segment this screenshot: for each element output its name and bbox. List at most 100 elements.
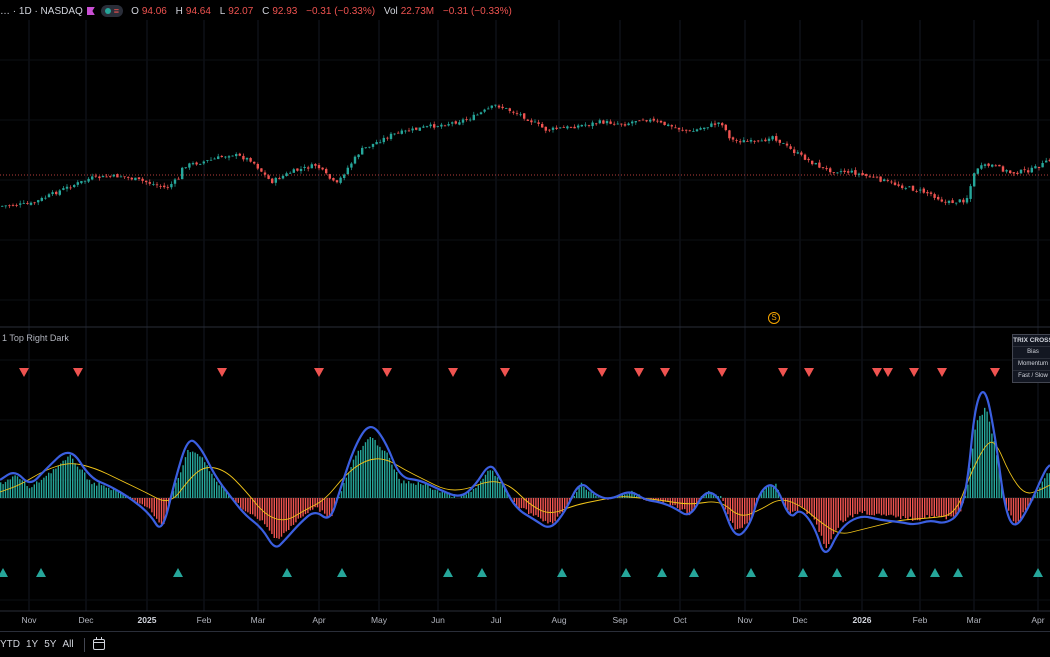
histogram-bar — [24, 481, 26, 498]
candle-body — [357, 154, 360, 158]
histogram-bar — [544, 498, 547, 521]
range-all-button[interactable]: All — [62, 639, 74, 650]
calendar-icon[interactable] — [92, 637, 105, 650]
histogram-bar — [1046, 473, 1048, 498]
histogram-bar — [852, 498, 854, 518]
histogram-bar — [981, 414, 983, 498]
equals-icon: ≡ — [113, 6, 120, 16]
histogram-bar — [909, 498, 911, 517]
histogram-bar — [201, 457, 203, 498]
ohlc-values: O 94.06 H 94.64 L 92.07 C 92.93 −0.31 (−0.33… — [131, 5, 512, 17]
sell-signal-icon — [597, 368, 607, 377]
histogram-bar — [237, 498, 239, 503]
buy-signal-icon — [477, 568, 487, 577]
histogram-bar — [57, 465, 59, 498]
histogram-bar — [28, 488, 31, 498]
candle-body — [206, 160, 209, 161]
candle-body — [469, 119, 472, 121]
histogram-bar — [986, 411, 988, 498]
histogram-bar — [542, 498, 544, 522]
histogram-bar — [873, 498, 875, 516]
symbol-title[interactable]: … · 1D · NASDAQ — [0, 5, 83, 17]
candle-body — [173, 179, 177, 184]
histogram-bar — [256, 498, 259, 519]
candle-body — [217, 156, 220, 160]
histogram-bar — [451, 497, 453, 498]
histogram-bar — [895, 498, 897, 518]
histogram-bar — [158, 498, 160, 523]
sell-signal-icon — [448, 368, 458, 377]
histogram-bar — [276, 498, 278, 539]
candle-body — [479, 112, 483, 115]
session-marker-icon[interactable]: S — [768, 312, 780, 324]
chart-canvas[interactable] — [0, 0, 1050, 631]
candle-body — [1019, 169, 1023, 174]
histogram-bar — [823, 498, 825, 544]
histogram-bar — [386, 452, 388, 498]
histogram-bar — [914, 498, 916, 521]
candle-body — [530, 120, 533, 123]
candle-body — [1016, 172, 1019, 174]
candle-body — [505, 107, 508, 109]
histogram-bar — [717, 496, 719, 498]
candle-body — [854, 170, 857, 175]
sell-signal-icon — [778, 368, 788, 377]
candle-body — [411, 128, 414, 131]
histogram-bar — [396, 472, 398, 498]
histogram-bar — [55, 468, 57, 498]
candle-body — [508, 108, 511, 111]
candle-body — [649, 119, 652, 122]
status-pill[interactable]: ≡ — [100, 5, 124, 17]
candle-body — [213, 158, 216, 160]
histogram-bar — [312, 498, 314, 510]
indicator-title[interactable]: 1 Top Right Dark — [2, 333, 69, 343]
histogram-bar — [204, 462, 206, 498]
range-ytd-button[interactable]: YTD — [0, 639, 20, 650]
histogram-bar — [583, 487, 585, 498]
candle-body — [281, 175, 285, 179]
candle-body — [767, 138, 771, 141]
histogram-bar — [1034, 494, 1036, 498]
histogram-bar — [415, 484, 417, 498]
histogram-bar — [160, 498, 163, 525]
candle-body — [361, 147, 364, 155]
histogram-bar — [492, 470, 494, 498]
buy-signal-icon — [746, 568, 756, 577]
histogram-bar — [837, 498, 839, 528]
histogram-bar — [372, 438, 374, 498]
candle-body — [1045, 160, 1048, 163]
histogram-bar — [148, 498, 151, 509]
histogram-bar — [379, 446, 381, 498]
histogram-bar — [422, 485, 424, 498]
candle-body — [368, 146, 371, 148]
candle-body — [951, 200, 954, 204]
histogram-bar — [172, 490, 175, 498]
histogram-bar — [712, 495, 715, 498]
histogram-bar — [324, 498, 326, 514]
buy-signal-icon — [930, 568, 940, 577]
histogram-bar — [16, 476, 19, 498]
histogram-bar — [218, 485, 220, 498]
range-1y-button[interactable]: 1Y — [26, 639, 39, 650]
candle-body — [699, 128, 702, 130]
candle-body — [87, 178, 90, 182]
histogram-bar — [972, 448, 974, 498]
candle-body — [317, 165, 321, 169]
histogram-bar — [381, 450, 383, 498]
candle-body — [4, 205, 7, 207]
histogram-bar — [31, 487, 33, 498]
histogram-bar — [835, 498, 837, 531]
candle-body — [703, 127, 706, 130]
candle-body — [663, 121, 666, 126]
range-5y-button[interactable]: 5Y — [44, 639, 57, 650]
candle-body — [587, 125, 591, 126]
histogram-bar — [333, 498, 335, 507]
candle-body — [980, 165, 983, 169]
histogram-bar — [96, 485, 98, 498]
candle-body — [659, 120, 663, 123]
candle-body — [400, 130, 403, 134]
flag-icon[interactable] — [86, 7, 95, 15]
histogram-bar — [804, 498, 806, 510]
histogram-bar — [784, 498, 787, 507]
candle-body — [263, 172, 267, 175]
